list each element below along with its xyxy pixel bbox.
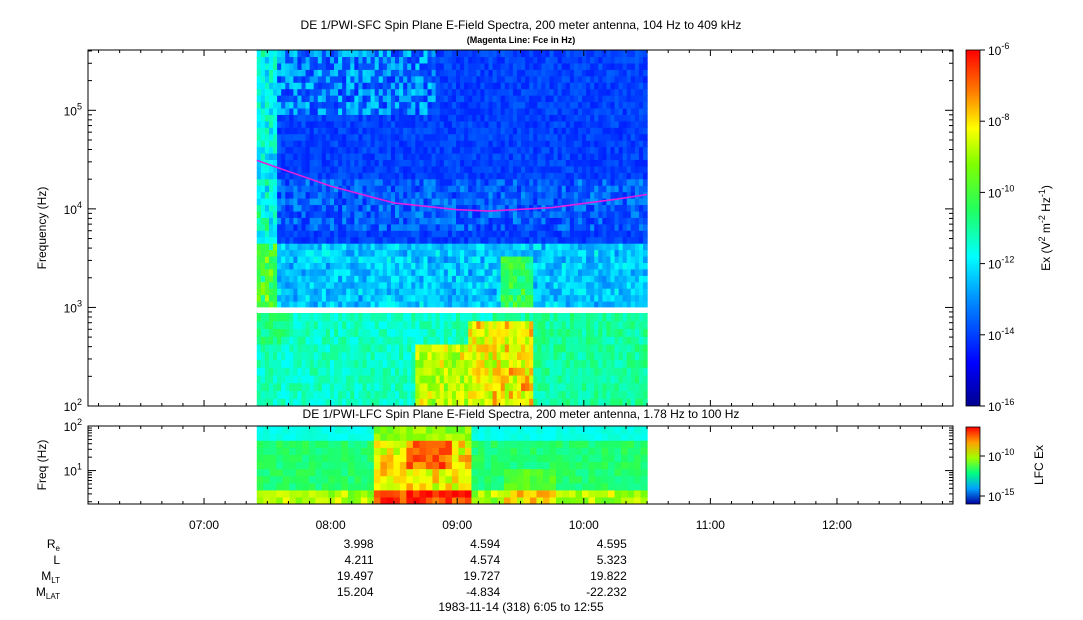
lfc-ytick-label: 102 [64, 417, 82, 434]
lfc-colorbar-tick: 10-10 [988, 447, 1014, 464]
sfc-colorbar-tick: 10-6 [988, 41, 1009, 58]
sfc-ytick-label: 103 [64, 298, 82, 315]
sfc-colorbar-label: Ex (V2 m-2 Hz-1) [1037, 185, 1053, 271]
ephemeris-label: MLT [41, 569, 60, 585]
time-tick-label: 10:00 [569, 518, 599, 532]
sfc-colorbar-tick: 10-8 [988, 112, 1009, 129]
lfc-colorbar-tick: 10-15 [988, 487, 1014, 504]
ephemeris-value: 4.574 [470, 553, 501, 567]
sfc-colorbar-tick: 10-16 [988, 397, 1014, 414]
ephemeris-value: 4.211 [344, 553, 374, 567]
sfc-ylabel: Frequency (Hz) [35, 187, 49, 270]
sfc-spectrogram [256, 50, 651, 406]
sfc-subtitle: (Magenta Line: Fce in Hz) [466, 35, 576, 45]
ephemeris-value: 4.595 [596, 537, 627, 551]
sfc-title: DE 1/PWI-SFC Spin Plane E-Field Spectra,… [300, 18, 742, 32]
sfc-colorbar [965, 49, 981, 407]
time-tick-label: 11:00 [696, 518, 725, 532]
lfc-ylabel: Freq (Hz) [35, 440, 49, 491]
time-tick-label: 08:00 [316, 518, 346, 532]
sfc-colorbar-tick: 10-12 [988, 255, 1014, 272]
ephemeris-value: -4.834 [466, 585, 501, 599]
ephemeris-value: 19.497 [336, 569, 374, 583]
ephemeris-value: 5.323 [596, 553, 627, 567]
ephemeris-value: 4.594 [470, 537, 501, 551]
sfc-ytick-label: 104 [64, 200, 82, 217]
ephemeris-label: L [53, 553, 60, 567]
sfc-colorbar-tick: 10-10 [988, 183, 1014, 200]
ephemeris-value: 19.727 [463, 569, 501, 583]
ephemeris-label: MLAT [35, 585, 60, 601]
lfc-colorbar-label: LFC Ex [1032, 445, 1046, 485]
lfc-ytick-label: 101 [64, 462, 82, 479]
lfc-title: DE 1/PWI-LFC Spin Plane E-Field Spectra,… [302, 407, 740, 421]
ephemeris-value: -22.232 [586, 585, 627, 599]
sfc-colorbar-tick: 10-14 [988, 326, 1014, 343]
ephemeris-value: 19.822 [590, 569, 627, 583]
time-tick-label: 12:00 [822, 518, 852, 532]
sfc-ytick-label: 105 [64, 101, 82, 118]
lfc-colorbar [965, 426, 981, 505]
sfc-ytick-label: 102 [64, 397, 82, 414]
time-range-footer: 1983-11-14 (318) 6:05 to 12:55 [438, 600, 604, 614]
ephemeris-value: 3.998 [343, 537, 374, 551]
lfc-spectrogram [256, 426, 648, 504]
fce-line [256, 159, 648, 212]
ephemeris-value: 15.204 [336, 585, 374, 599]
time-tick-label: 09:00 [442, 518, 472, 532]
time-tick-label: 07:00 [189, 518, 219, 532]
ephemeris-label: Re [46, 537, 60, 553]
